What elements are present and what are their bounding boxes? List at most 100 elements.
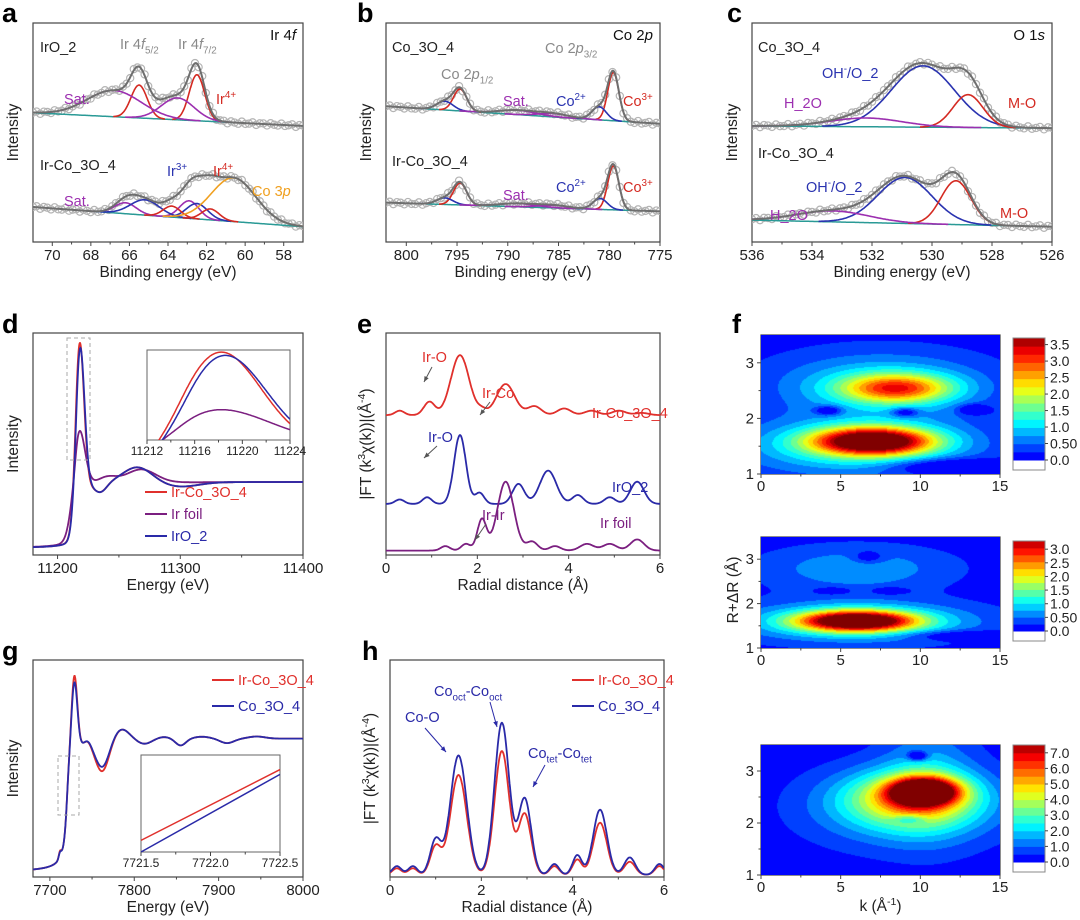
colorbar-level xyxy=(1013,411,1045,420)
text-segment: 6.0 xyxy=(1050,760,1070,776)
background-line xyxy=(752,125,1052,129)
text-segment: Ir-Co_3O_4 xyxy=(758,146,834,162)
legend-label: Ir foil xyxy=(171,507,202,523)
text-segment: Ir-O xyxy=(428,430,453,446)
data-point xyxy=(967,72,977,81)
annotation-label: Co 2p1/2 xyxy=(441,67,493,86)
data-point xyxy=(783,119,793,129)
x-tick-label: 5 xyxy=(836,478,844,495)
arrow-head-icon xyxy=(424,376,429,382)
colorbar-tick-label: 3.5 xyxy=(1050,337,1070,353)
text-segment: 1.0 xyxy=(1050,838,1070,854)
colorbar-level xyxy=(1013,589,1045,597)
text-segment: Radial distance (Å) xyxy=(458,577,589,594)
text-segment: Co 2 xyxy=(545,41,576,57)
text-segment: 4 xyxy=(564,560,572,577)
text-segment: Binding energy (eV) xyxy=(834,264,971,281)
text-segment: OH xyxy=(806,180,828,196)
text-segment: 58 xyxy=(275,247,292,264)
colorbar-level xyxy=(1013,830,1045,840)
x-tick-label: 4 xyxy=(564,560,572,577)
text-segment: Co_3O_4 xyxy=(598,699,660,715)
text-segment: oct xyxy=(453,692,466,703)
text-segment: 1.5 xyxy=(1050,582,1070,598)
data-point xyxy=(465,99,475,108)
data-point xyxy=(851,107,861,117)
text-segment: 1/2 xyxy=(480,75,494,86)
text-segment: Intensity xyxy=(5,103,22,161)
colorbar-level xyxy=(1013,784,1045,793)
annotation-label: Sat. xyxy=(503,188,529,204)
x-tick-label: 15 xyxy=(992,879,1009,896)
data-point xyxy=(125,73,135,83)
annotation-label: H_2O xyxy=(770,208,808,224)
text-segment: 5/2 xyxy=(145,45,159,56)
text-segment: 5 xyxy=(836,478,844,495)
text-segment: 3 xyxy=(746,355,754,372)
legend-label: Ir-Co_3O_4 xyxy=(238,673,314,689)
y-axis-label: |FT (k3χ(k))|(Å-4) xyxy=(356,388,375,499)
text-segment: Sat. xyxy=(503,188,529,204)
colorbar-tick-label: 0.0 xyxy=(1050,854,1070,870)
text-segment: 1 xyxy=(746,867,754,884)
text-segment: ) xyxy=(362,713,379,718)
x-tick-label: 532 xyxy=(859,247,884,264)
zoom-region-marker xyxy=(66,337,91,461)
colorbar-level xyxy=(1013,451,1045,461)
inset-series-line xyxy=(140,773,281,853)
text-segment: f xyxy=(141,37,147,53)
colorbar-tick-label: 6.0 xyxy=(1050,760,1070,776)
x-tick-label: 11200 xyxy=(37,560,78,577)
y-tick-label: 2 xyxy=(746,815,754,832)
x-tick-label: 58 xyxy=(275,247,292,264)
data-point xyxy=(963,187,973,196)
text-segment: H_2O xyxy=(770,208,808,224)
series-line xyxy=(386,354,660,416)
text-segment: -4 xyxy=(356,393,368,403)
text-segment: 2.5 xyxy=(1050,370,1070,386)
annotation-label: Ir4+ xyxy=(213,162,233,180)
text-segment: 7800 xyxy=(118,882,151,899)
colorbar-level xyxy=(1013,435,1045,445)
text-segment: 0 xyxy=(757,879,765,896)
text-segment: 68 xyxy=(83,247,100,264)
text-segment: 532 xyxy=(859,247,884,264)
data-point xyxy=(871,92,881,102)
colorbar-level xyxy=(1013,854,1045,863)
panel-letter-e: e xyxy=(357,309,372,339)
text-segment: OH xyxy=(822,66,844,82)
colorbar-tick-label: 0.50 xyxy=(1050,436,1077,452)
text-segment: 2.0 xyxy=(1050,568,1070,584)
text-segment: -Co xyxy=(558,746,581,762)
text-segment: 7/2 xyxy=(203,45,217,56)
annotation-label: Co3+ xyxy=(623,178,653,196)
arrow-head-icon xyxy=(480,409,486,415)
colorbar-frame xyxy=(1012,540,1046,642)
text-segment: /O_2 xyxy=(831,180,862,196)
text-segment: 0.0 xyxy=(1050,623,1070,639)
text-segment: 2 xyxy=(746,410,754,427)
colorbar-level xyxy=(1013,394,1045,404)
colorbar-tick-label: 2.0 xyxy=(1050,823,1070,839)
text-segment: 800 xyxy=(394,247,419,264)
text-segment: f xyxy=(292,27,298,44)
annotation-label: OH-/O_2 xyxy=(806,178,862,196)
x-tick-label: 70 xyxy=(44,247,61,264)
annotation-label: Sat. xyxy=(503,94,529,110)
panel-letter-g: g xyxy=(2,636,19,666)
text-segment: 10 xyxy=(912,879,929,896)
colorbar-level xyxy=(1013,370,1045,380)
text-segment: Co_3O_4 xyxy=(758,40,820,56)
x-tick-label: 0 xyxy=(382,560,390,577)
text-segment: 1 xyxy=(746,640,754,657)
fit-envelope xyxy=(386,69,660,125)
y-axis-label: Intensity xyxy=(5,103,22,161)
text-segment: f xyxy=(732,309,742,339)
x-axis-label: Energy (eV) xyxy=(127,899,210,916)
x-tick-label: 7722.0 xyxy=(192,856,229,870)
text-segment: 795 xyxy=(445,247,470,264)
data-point xyxy=(755,122,765,132)
annotation-label: Ir-O xyxy=(428,430,453,446)
data-point xyxy=(1039,223,1049,232)
text-segment: 534 xyxy=(799,247,824,264)
